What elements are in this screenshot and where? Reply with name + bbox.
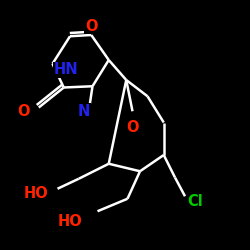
Text: O: O <box>18 104 30 119</box>
Text: N: N <box>78 104 90 119</box>
Text: HO: HO <box>58 214 82 229</box>
Text: HO: HO <box>24 186 49 201</box>
Text: HN: HN <box>54 62 78 78</box>
Text: O: O <box>126 120 139 135</box>
Text: O: O <box>85 19 98 34</box>
Text: Cl: Cl <box>188 194 203 209</box>
